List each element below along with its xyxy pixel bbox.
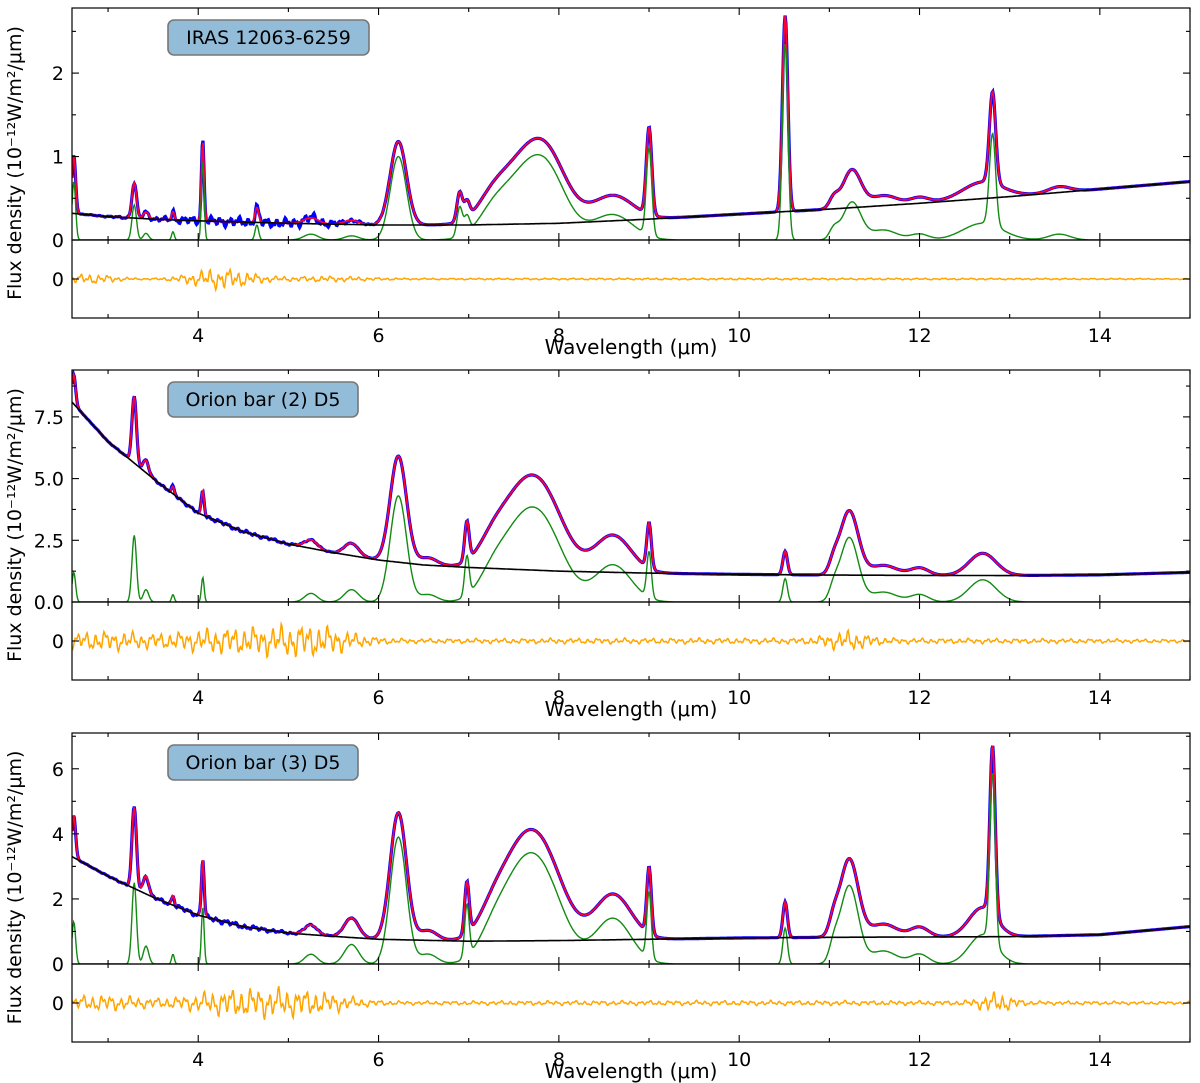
y-tick-label: 7.5: [34, 407, 64, 429]
continuum-line: [72, 855, 1190, 943]
feature-components-line: [72, 772, 1190, 964]
y-axis-label: Flux density (10⁻¹²W/m²/μm): [4, 751, 26, 1025]
x-tick-label: 10: [727, 687, 751, 709]
y-tick-label: 0.0: [34, 592, 64, 614]
residual-axes-frame: [71, 601, 1191, 681]
y-tick-label: 5.0: [34, 469, 64, 491]
y-tick-label: 0: [52, 230, 64, 252]
object-label-box: [167, 744, 359, 781]
x-axis-label: Wavelength (μm): [545, 697, 718, 721]
x-tick-label: 6: [373, 687, 385, 709]
feature-components-line: [72, 43, 1190, 240]
x-axis-label: Wavelength (μm): [545, 1059, 718, 1083]
x-tick-label: 12: [907, 687, 931, 709]
y-tick-label: 0: [52, 954, 64, 976]
y-tick-label: 2.5: [34, 530, 64, 552]
model-fit-line: [72, 15, 1190, 226]
object-label-box: [167, 381, 359, 418]
object-label: Orion bar (3) D5: [186, 752, 341, 774]
residual-line: [72, 621, 1190, 660]
residual-tick-label: 0: [52, 993, 64, 1015]
x-axis-label: Wavelength (μm): [545, 335, 718, 359]
object-label: Orion bar (2) D5: [186, 389, 341, 411]
object-label-box: [167, 19, 370, 56]
x-tick-label: 10: [727, 325, 751, 347]
x-tick-label: 14: [1088, 1049, 1112, 1071]
y-tick-label: 1: [52, 147, 64, 169]
y-tick-label: 2: [52, 63, 64, 85]
x-tick-label: 4: [192, 325, 204, 347]
object-label: IRAS 12063-6259: [186, 27, 351, 49]
x-tick-label: 4: [192, 687, 204, 709]
x-tick-label: 12: [907, 325, 931, 347]
x-tick-label: 8: [553, 687, 565, 709]
y-tick-label: 4: [52, 824, 64, 846]
x-tick-label: 12: [907, 1049, 931, 1071]
x-tick-label: 6: [373, 325, 385, 347]
panel-3: 4 6 8 10 12 14 0 2 4 6 0 Wavelength (μm) Flux densit…: [4, 732, 1191, 1083]
x-tick-label: 8: [553, 1049, 565, 1071]
y-tick-label: 6: [52, 759, 64, 781]
residual-line: [72, 985, 1190, 1021]
x-tick-label: 6: [373, 1049, 385, 1071]
x-tick-label: 14: [1088, 687, 1112, 709]
y-axis-label: Flux density (10⁻¹²W/m²/μm): [4, 26, 26, 300]
y-tick-label: 2: [52, 889, 64, 911]
x-tick-label: 10: [727, 1049, 751, 1071]
x-tick-label: 8: [553, 325, 565, 347]
feature-components-line: [72, 495, 1190, 602]
x-tick-label: 4: [192, 1049, 204, 1071]
residual-tick-label: 0: [52, 631, 64, 653]
continuum-line: [72, 180, 1190, 226]
continuum-line: [72, 401, 1190, 577]
residual-line: [72, 267, 1190, 293]
panel-2: 4 6 8 10 12 14 0.0 2.5 5.0 7.5 0 Wavelength (μm) Flu…: [4, 369, 1191, 721]
y-axis-label: Flux density (10⁻¹²W/m²/μm): [4, 388, 26, 662]
x-tick-label: 14: [1088, 325, 1112, 347]
residual-tick-label: 0: [52, 269, 64, 291]
